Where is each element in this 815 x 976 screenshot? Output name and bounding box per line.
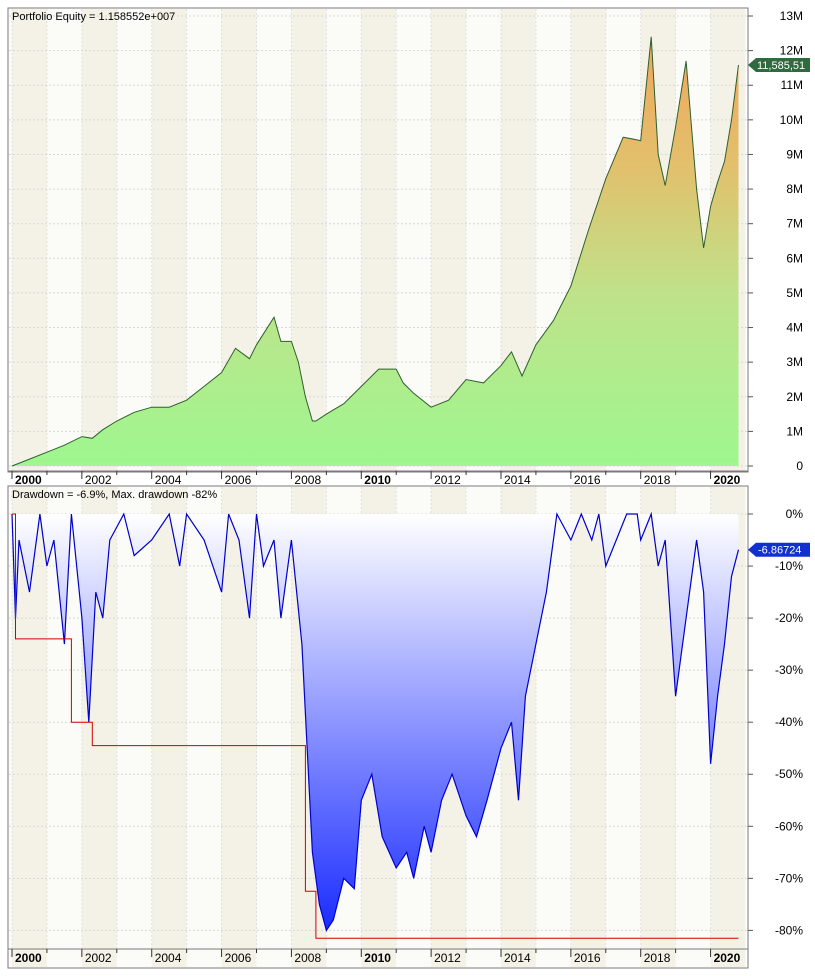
equity-title: Portfolio Equity = 1.158552e+007 bbox=[12, 11, 175, 23]
year-band-2003 bbox=[116, 9, 152, 471]
drawdown-y-tick-label: -70% bbox=[775, 871, 803, 885]
equity-panel: Portfolio Equity = 1.158552e+007 0 1M 2M 3M… bbox=[7, 7, 810, 487]
equity-y-tick-label: 3M bbox=[786, 355, 803, 369]
year-band-2003 bbox=[116, 487, 152, 967]
equity-line bbox=[11, 36, 739, 467]
drawdown-y-tick-label: -50% bbox=[775, 767, 803, 781]
x-tick-label: 2020 bbox=[714, 473, 741, 487]
x-tick-label: 2008 bbox=[294, 951, 321, 965]
x-tick-label: 2002 bbox=[85, 951, 112, 965]
x-tick-label: 2012 bbox=[434, 473, 461, 487]
drawdown-y-axis: 0% -10% -20% -30% -40% -50% -60% -70% -80% bbox=[748, 507, 803, 937]
equity-last-value-marker: 11,585,51 bbox=[748, 57, 810, 72]
drawdown-y-tick-label: -20% bbox=[775, 611, 803, 625]
equity-y-tick-label: 2M bbox=[786, 390, 803, 404]
drawdown-area bbox=[12, 514, 739, 931]
x-tick-label: 2000 bbox=[15, 951, 42, 965]
equity-last-value: 11,585,51 bbox=[757, 60, 805, 72]
equity-y-tick-label: 0 bbox=[796, 459, 803, 473]
year-band-2016 bbox=[570, 487, 606, 967]
equity-area bbox=[12, 36, 739, 467]
equity-x-axis: 2000 2002 2004 2006 2008 2010 2012 2014 2016 2018… bbox=[8, 470, 748, 487]
max-drawdown-line bbox=[12, 513, 739, 939]
equity-y-tick-label: 4M bbox=[786, 321, 803, 335]
drawdown-title: Drawdown = -6.9%, Max. drawdown -82% bbox=[12, 489, 217, 501]
drawdown-y-tick-label: -80% bbox=[775, 923, 803, 937]
x-tick-label: 2006 bbox=[225, 951, 252, 965]
x-tick-label: 2016 bbox=[574, 951, 601, 965]
year-band-lead bbox=[9, 487, 12, 967]
equity-y-tick-label: 13M bbox=[780, 9, 803, 23]
drawdown-last-value: -6.86724 bbox=[758, 545, 801, 557]
drawdown-y-tick-label: 0% bbox=[786, 507, 804, 521]
equity-y-axis: 0 1M 2M 3M 4M 5M 6M 7M 8M 9M 10M 11M 12M 13M bbox=[748, 9, 803, 473]
x-tick-label: 2014 bbox=[504, 951, 531, 965]
x-tick-label: 2014 bbox=[504, 473, 531, 487]
year-band-2000 bbox=[12, 9, 47, 471]
year-band-lead bbox=[9, 9, 12, 471]
x-tick-label: 2004 bbox=[155, 951, 182, 965]
equity-y-tick-label: 10M bbox=[780, 113, 803, 127]
equity-y-tick-label: 5M bbox=[786, 286, 803, 300]
x-tick-label: 2018 bbox=[644, 473, 671, 487]
drawdown-y-tick-label: -40% bbox=[775, 715, 803, 729]
equity-y-tick-label: 8M bbox=[786, 182, 803, 196]
drawdown-x-axis: 2000 2002 2004 2006 2008 2010 2012 2014 2016 2018… bbox=[8, 948, 748, 965]
x-tick-label: 2012 bbox=[434, 951, 461, 965]
x-tick-label: 2020 bbox=[714, 951, 741, 965]
x-tick-label: 2016 bbox=[574, 473, 601, 487]
equity-y-tick-label: 7M bbox=[786, 217, 803, 231]
drawdown-y-tick-label: -60% bbox=[775, 819, 803, 833]
x-tick-label: 2010 bbox=[364, 473, 391, 487]
x-tick-label: 2000 bbox=[15, 473, 42, 487]
drawdown-panel: Drawdown = -6.9%, Max. drawdown -82% 0% -… bbox=[7, 485, 810, 969]
x-tick-label: 2004 bbox=[155, 473, 182, 487]
equity-y-tick-label: 12M bbox=[780, 44, 803, 58]
x-tick-label: 2008 bbox=[294, 473, 321, 487]
year-band-2001 bbox=[46, 9, 82, 471]
x-tick-label: 2002 bbox=[85, 473, 112, 487]
year-band-2017 bbox=[605, 487, 641, 967]
equity-y-tick-label: 6M bbox=[786, 251, 803, 265]
x-tick-label: 2018 bbox=[644, 951, 671, 965]
x-tick-label: 2006 bbox=[225, 473, 252, 487]
drawdown-y-tick-label: -30% bbox=[775, 663, 803, 677]
x-tick-label: 2010 bbox=[364, 951, 391, 965]
drawdown-last-value-marker: -6.86724 bbox=[748, 542, 810, 557]
year-band-2004 bbox=[151, 487, 187, 967]
year-band-2004 bbox=[151, 9, 187, 471]
equity-y-tick-label: 11M bbox=[781, 78, 803, 92]
drawdown-line bbox=[11, 511, 740, 932]
drawdown-year-bands bbox=[9, 487, 746, 967]
drawdown-y-tick-label: -10% bbox=[775, 559, 803, 573]
equity-y-tick-label: 1M bbox=[786, 424, 803, 438]
year-band-2002 bbox=[81, 9, 117, 471]
equity-y-tick-label: 9M bbox=[786, 147, 803, 161]
